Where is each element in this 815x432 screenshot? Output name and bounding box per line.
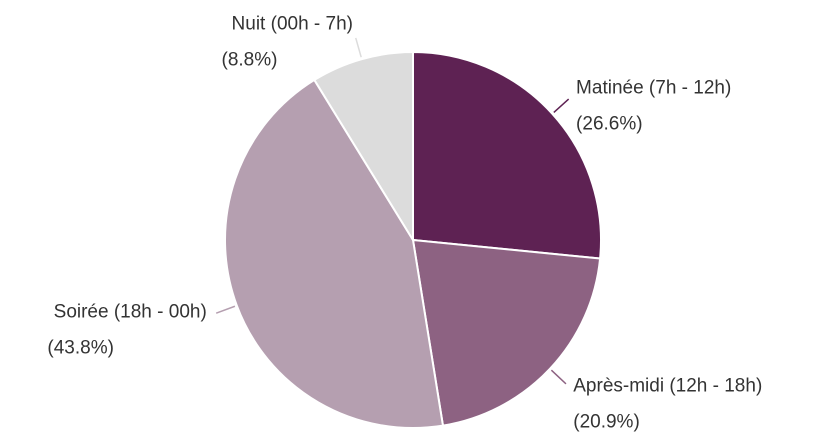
leader-line [553,98,570,114]
leader-line [215,305,236,314]
slice-value-label: (8.8%) [222,49,278,70]
slice-value-label: (43.8%) [47,338,114,359]
slice-value-label: (26.6%) [576,113,643,134]
pie-slice [411,238,602,427]
slice-label: Après-midi (12h - 18h) [573,376,762,397]
slice-value-label: (20.9%) [573,412,640,432]
pie-slice [312,50,414,244]
slice-label: Matinée (7h - 12h) [576,77,731,98]
slice-label: Soirée (18h - 00h) [54,302,207,323]
leader-line [355,37,362,58]
pie-slice [224,78,445,429]
slice-label: Nuit (00h - 7h) [232,13,353,34]
leader-line [550,369,567,385]
pie-slice [412,50,602,260]
